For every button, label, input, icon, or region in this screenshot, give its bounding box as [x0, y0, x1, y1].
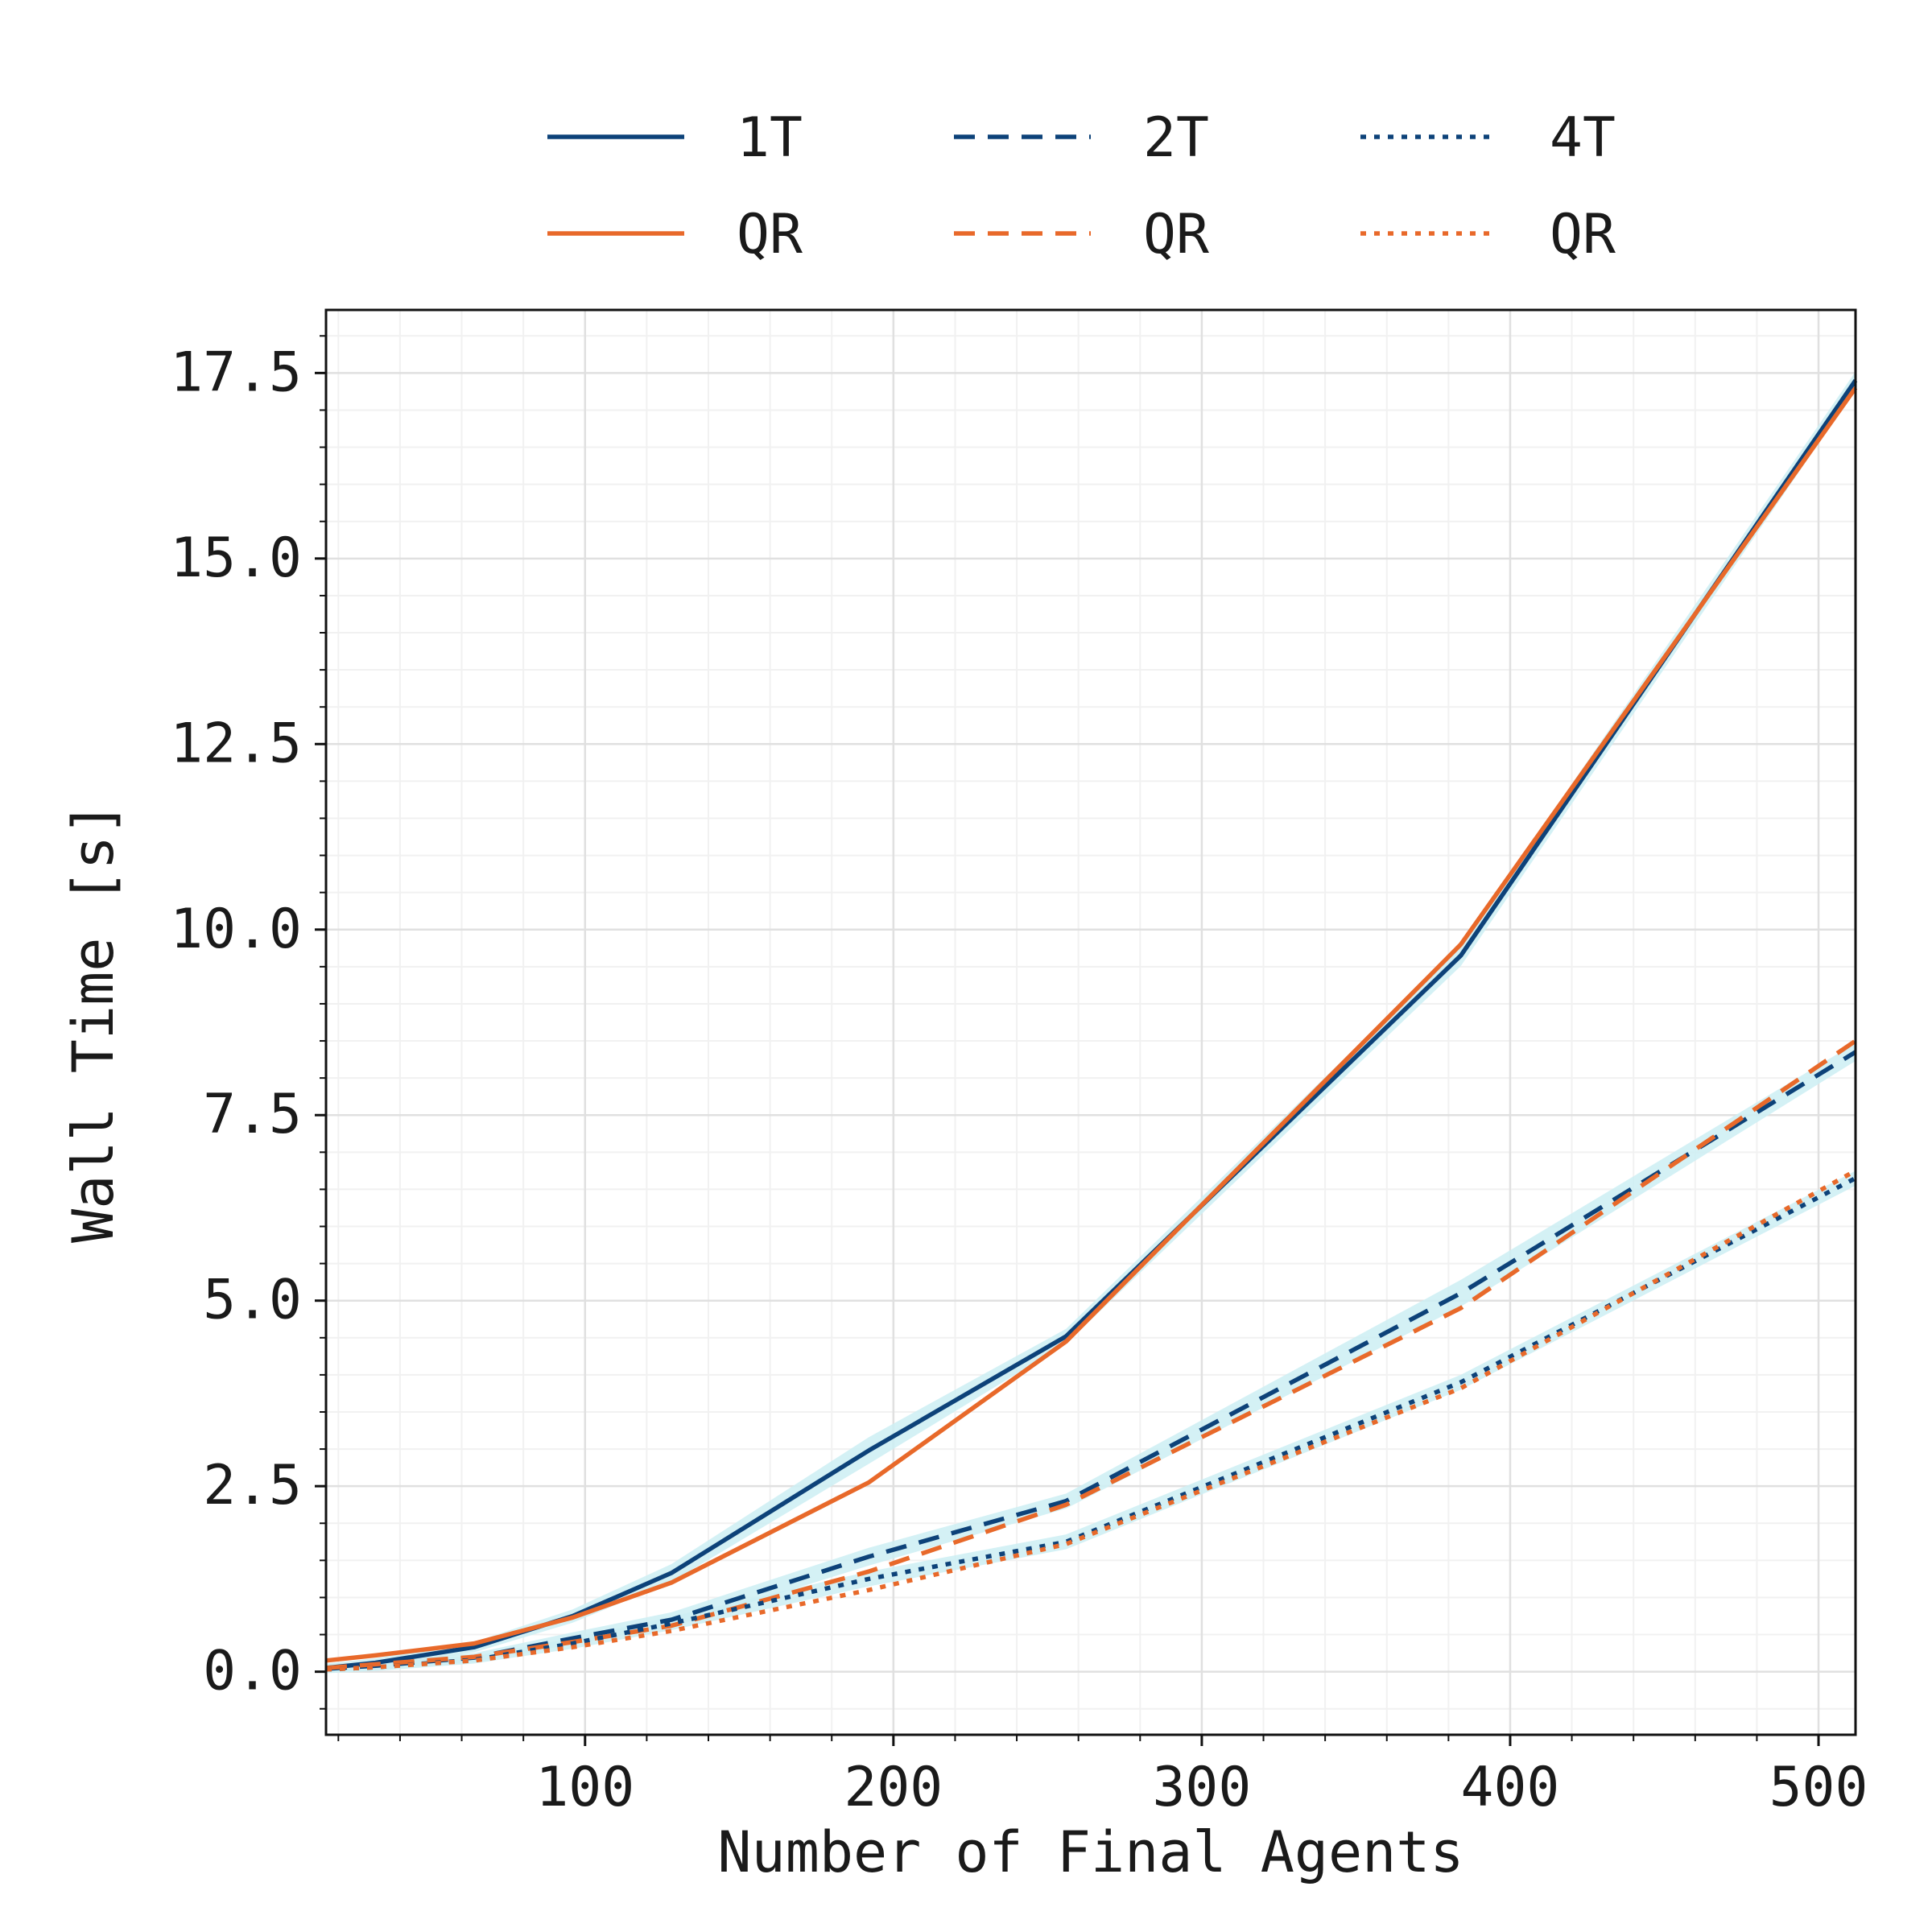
legend-label: 1T [737, 106, 803, 170]
y-tick-label: 17.5 [170, 341, 302, 404]
y-tick-label: 15.0 [170, 526, 302, 590]
y-tick-label: 5.0 [203, 1269, 302, 1332]
x-tick-label: 300 [1152, 1756, 1251, 1819]
legend-label: 4T [1550, 106, 1616, 170]
legend-label: QR [1143, 203, 1209, 266]
series-line-QR-solid [325, 386, 1858, 1663]
legend-label: QR [737, 203, 803, 266]
series-line-QR-dashed [325, 1038, 1857, 1670]
y-tick-label: 7.5 [203, 1083, 302, 1146]
x-tick-label: 200 [844, 1756, 943, 1819]
y-tick-label: 2.5 [203, 1454, 302, 1517]
series-line-QR-dotted [325, 1168, 1857, 1672]
legend-label: 2T [1143, 106, 1209, 170]
x-tick-label: 400 [1461, 1756, 1560, 1819]
series-line-1T-solid [325, 379, 1858, 1670]
axis-ticks [315, 335, 1820, 1746]
plot-frame [324, 308, 1857, 1736]
legend: 1T QR 2T QR 4T QR [547, 106, 1616, 266]
y-axis-label: Wall Time [s] [60, 802, 126, 1243]
legend-label: QR [1550, 203, 1616, 266]
tick-labels: 100 200 300 400 500 0.0 2.5 5.0 7.5 10.0 12.5 15.0 1… [170, 341, 1868, 1819]
y-tick-label: 10.0 [170, 898, 302, 961]
x-tick-label: 100 [535, 1756, 634, 1819]
y-tick-label: 12.5 [170, 712, 302, 775]
y-tick-label: 0.0 [203, 1640, 302, 1703]
x-axis-label: Number of Final Agents [717, 1819, 1463, 1885]
x-tick-label: 500 [1769, 1756, 1868, 1819]
series-lines [325, 379, 1858, 1672]
